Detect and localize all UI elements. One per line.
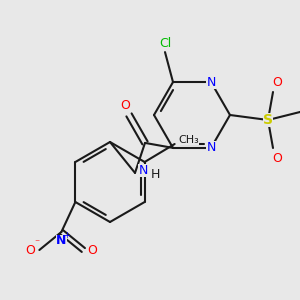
Text: Cl: Cl (159, 37, 171, 50)
Text: O: O (272, 152, 282, 164)
Text: ⁻: ⁻ (35, 238, 40, 248)
Text: N: N (138, 164, 148, 177)
Text: CH₃: CH₃ (178, 135, 199, 145)
Text: N: N (206, 141, 216, 154)
Text: O: O (272, 76, 282, 88)
Text: +: + (63, 230, 70, 239)
Text: H: H (150, 168, 160, 182)
Text: N: N (206, 76, 216, 88)
Text: O: O (26, 244, 35, 257)
Text: N: N (56, 235, 67, 248)
Text: O: O (120, 99, 130, 112)
Text: S: S (263, 113, 273, 127)
Text: O: O (87, 244, 97, 257)
